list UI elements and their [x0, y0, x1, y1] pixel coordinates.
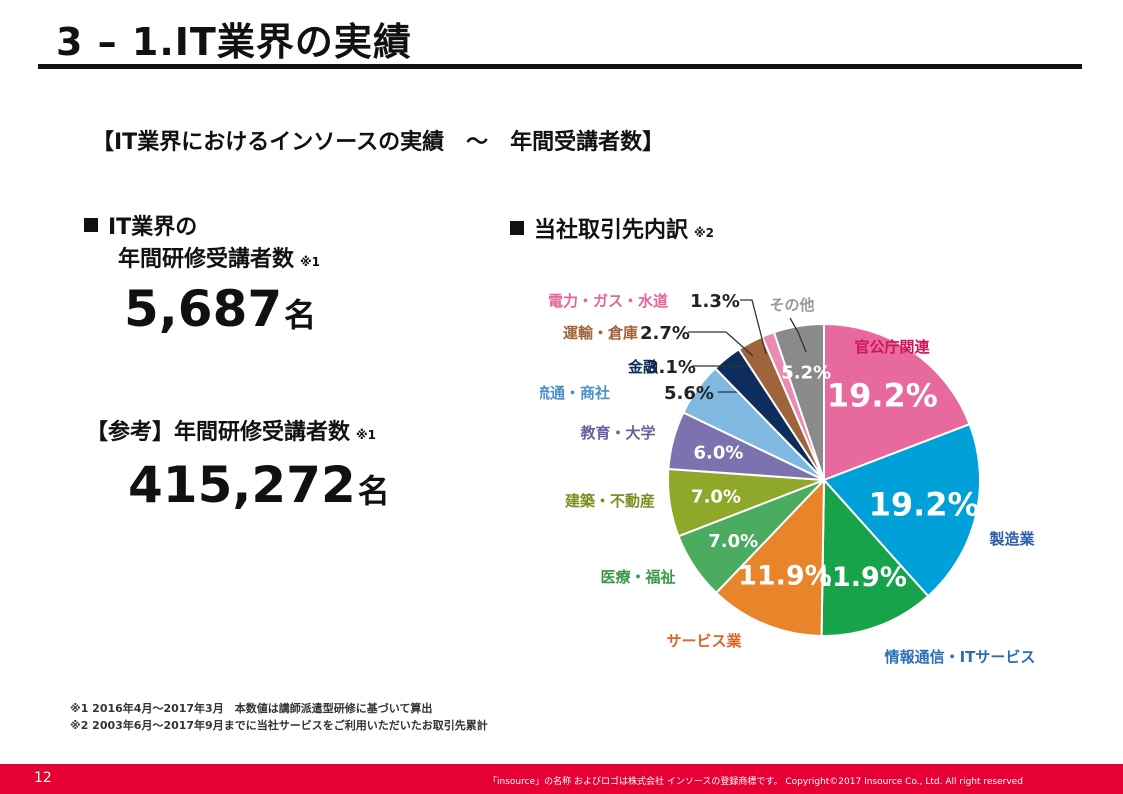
page-number: 12 — [34, 770, 52, 786]
it-trainees-value: 5,687名 — [124, 284, 316, 334]
slice-6-value-label: 6.0% — [693, 442, 743, 463]
reference-value: 415,272名 — [128, 460, 390, 510]
client-breakdown-heading: 当社取引先内訳 ※2 — [510, 212, 714, 244]
it-heading-line2: 年間研修受講者数 — [118, 247, 295, 272]
slice-0 — [823, 322, 971, 482]
slice-4-category-label: 医療・福祉 — [600, 568, 675, 586]
slice-10-leader-line — [740, 299, 767, 355]
slice-0-value-label: 19.2% — [827, 376, 938, 414]
client-breakdown-note-mark: ※2 — [694, 226, 715, 240]
footnote-1: ※1 2016年4月～2017年3月 本数値は講師派遣型研修に基づいて算出 — [70, 702, 433, 715]
slice-2-value-label: 11.9% — [813, 562, 907, 593]
slice-2-category-label: 情報通信・ITサービス — [885, 648, 1036, 666]
slice-11 — [772, 322, 825, 481]
slice-9-leader-line — [688, 331, 754, 357]
footer-bar: 12 「insource」の名称 およびロゴは株式会社 インソースの登録商標です… — [0, 764, 1123, 794]
slice-1-value-label: 19.2% — [869, 485, 980, 523]
it-trainees-number: 5,687 — [124, 280, 283, 338]
slice-10-value-label: 1.3% — [690, 291, 740, 312]
slice-4-value-label: 7.0% — [708, 531, 758, 552]
copyright-text: 「insource」の名称 およびロゴは株式会社 インソースの登録商標です。 C… — [488, 777, 1023, 787]
slice-6-category-label: 教育・大学 — [579, 424, 655, 442]
square-bullet-icon — [84, 218, 98, 232]
slice-7-value-label: 5.6% — [664, 383, 714, 404]
slice-3 — [714, 477, 826, 637]
it-trainees-unit: 名 — [284, 296, 317, 334]
slice-7-category-label: 流通・商社 — [540, 384, 610, 402]
it-heading-note-mark: ※1 — [300, 255, 321, 269]
slice-5-category-label: 建築・不動産 — [565, 492, 655, 510]
square-bullet-icon — [510, 221, 524, 235]
slice-1-category-label: 製造業 — [988, 530, 1035, 548]
slice-11-leader-line — [789, 317, 807, 353]
slice-3-value-label: 11.9% — [738, 561, 832, 592]
reference-note-mark: ※1 — [356, 428, 377, 442]
slice-0-category-label: 官公庁関連 — [854, 338, 930, 356]
page-title: 3 – 1.IT業界の実績 — [56, 20, 412, 64]
section-subtitle: 【IT業界におけるインソースの実績 ～ 年間受講者数】 — [92, 130, 665, 155]
slice-5-value-label: 7.0% — [691, 487, 741, 508]
reference-unit: 名 — [357, 472, 390, 510]
reference-number: 415,272 — [128, 456, 356, 514]
slice-10-category-label: 電力・ガス・水道 — [548, 292, 668, 310]
it-trainees-heading: IT業界の 年間研修受講者数 ※1 — [84, 212, 320, 278]
reference-label: 【参考】年間研修受講者数 — [86, 420, 351, 445]
it-heading-line1: IT業界の — [108, 215, 198, 240]
reference-heading: 【参考】年間研修受講者数 ※1 — [86, 414, 376, 446]
slice-3-category-label: サービス業 — [666, 632, 742, 650]
slice-8-value-label: 3.1% — [646, 357, 696, 378]
slice-9-value-label: 2.7% — [640, 323, 690, 344]
title-underline — [38, 64, 1082, 69]
client-breakdown-label: 当社取引先内訳 — [534, 218, 689, 243]
slice-9-category-label: 運輸・倉庫 — [563, 324, 638, 342]
slice-11-value-label: 5.2% — [781, 363, 831, 384]
slice-2 — [820, 477, 930, 637]
footnote-2: ※2 2003年6月～2017年9月までに当社サービスをご利用いただいたお取引先… — [70, 719, 488, 732]
slice-1 — [822, 422, 981, 598]
slice-8-category-label: 金融 — [627, 358, 658, 376]
slice-11-category-label: その他 — [769, 296, 814, 314]
client-pie-chart: 19.2% 官公庁関連 19.2% 製造業 11.9% 情報通信・ITサービス 11.9% サ… — [540, 291, 1036, 666]
